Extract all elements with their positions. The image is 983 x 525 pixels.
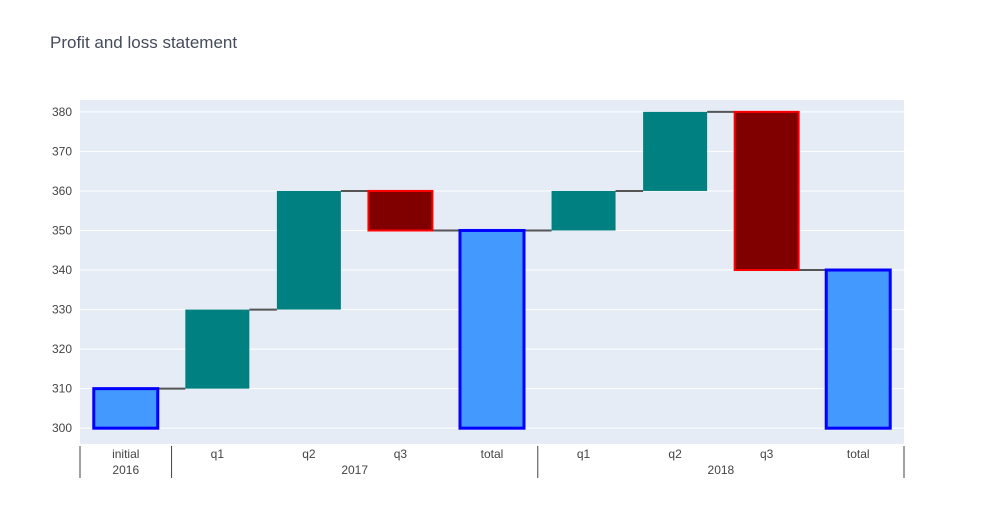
y-tick-label: 330	[52, 303, 72, 317]
chart-title: Profit and loss statement	[50, 33, 238, 52]
y-tick-label: 300	[52, 421, 72, 435]
y-tick-label: 320	[52, 342, 72, 356]
bar-increase	[643, 111, 708, 191]
y-tick-label: 310	[52, 382, 72, 396]
y-tick-label: 350	[52, 223, 72, 237]
x-tick-label: q1	[211, 447, 225, 461]
x-tick-label: q3	[394, 447, 408, 461]
bar-decrease	[733, 110, 800, 272]
x-axis: initial q1 q2 q3 total q1 q2 q3 total 2016 2017 201…	[79, 446, 905, 478]
y-tick-label: 380	[52, 105, 72, 119]
x-tick-label: q1	[577, 447, 591, 461]
bar-increase	[276, 190, 341, 310]
y-tick-label: 340	[52, 263, 72, 277]
y-axis: 300 310 320 330 340 350 360 370 380	[52, 105, 72, 435]
x-tick-label: q3	[760, 447, 774, 461]
x-tick-label: total	[847, 447, 870, 461]
y-tick-label: 360	[52, 184, 72, 198]
x-group-label: 2018	[708, 463, 735, 477]
x-tick-label: initial	[112, 447, 139, 461]
bar-decrease	[367, 189, 434, 232]
x-group-label: 2017	[341, 463, 368, 477]
y-tick-label: 370	[52, 144, 72, 158]
bar-total	[92, 387, 160, 430]
x-tick-label: total	[481, 447, 504, 461]
connectors	[157, 110, 827, 390]
x-tick-label: q2	[302, 447, 316, 461]
bars	[92, 110, 892, 430]
x-group-label: 2016	[112, 463, 139, 477]
bar-total	[458, 228, 526, 430]
bar-increase	[551, 190, 616, 231]
bar-increase	[185, 309, 250, 389]
x-tick-label: q2	[668, 447, 682, 461]
bar-total	[824, 268, 892, 430]
